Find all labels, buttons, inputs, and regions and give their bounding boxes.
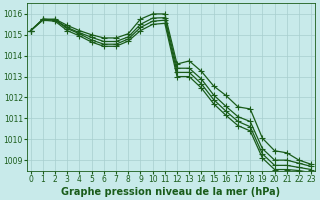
X-axis label: Graphe pression niveau de la mer (hPa): Graphe pression niveau de la mer (hPa) xyxy=(61,187,281,197)
